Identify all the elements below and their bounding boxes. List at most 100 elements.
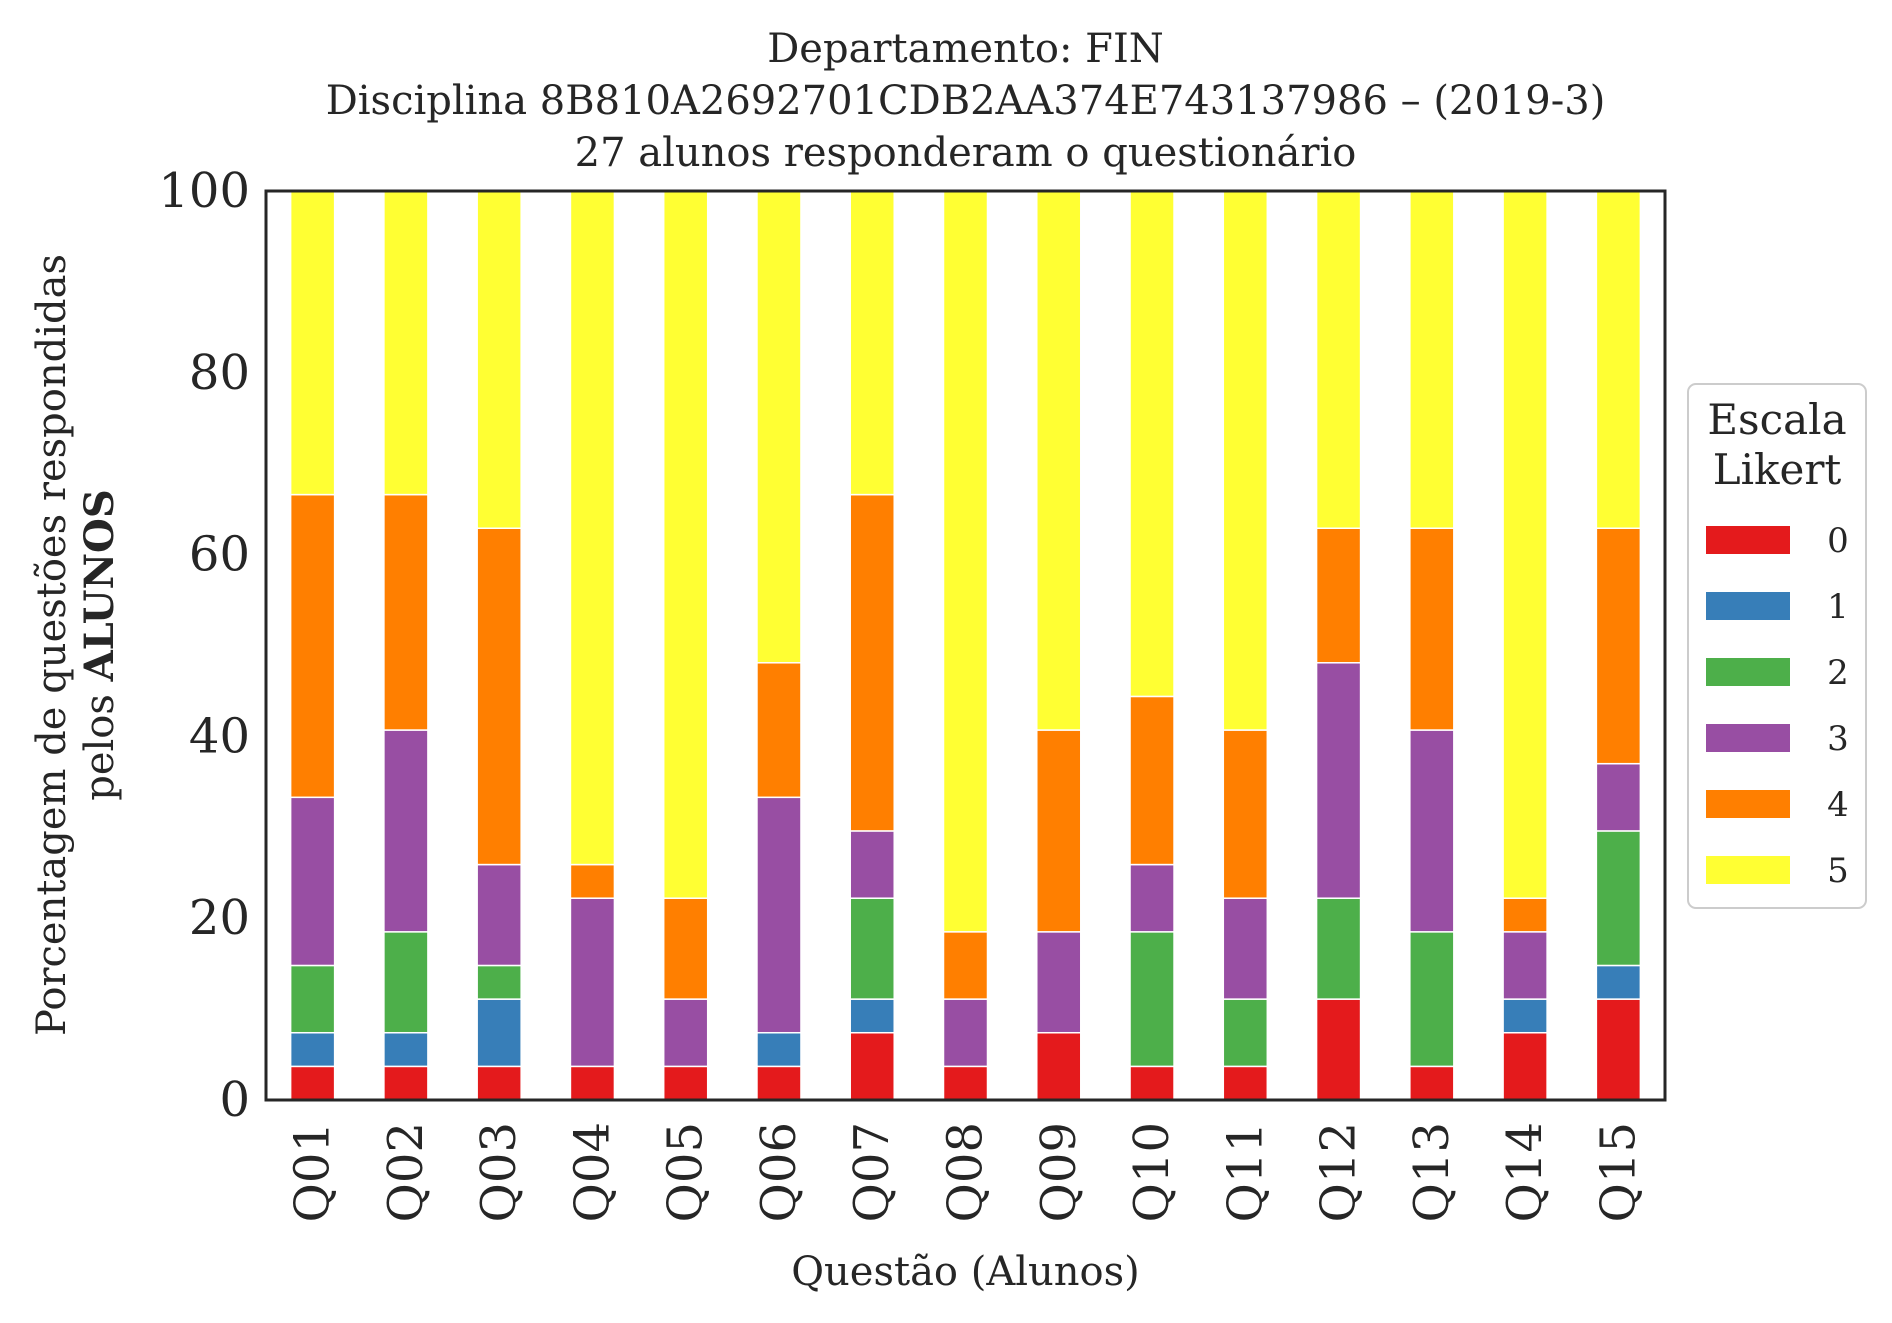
- bar-Q15-likert-3: [1595, 762, 1642, 832]
- legend-swatch-0: [1706, 526, 1790, 554]
- legend-label-4: 4: [1827, 785, 1849, 825]
- legend-title-line-1: Escala: [1707, 395, 1846, 444]
- bar-Q15-likert-2: [1595, 830, 1642, 967]
- y-tick-label-80: 80: [189, 345, 250, 401]
- bar-Q14-likert-0: [1502, 1031, 1548, 1101]
- legend-swatch-3: [1706, 724, 1790, 752]
- legend-swatch-2: [1706, 658, 1790, 686]
- x-tick-label-Q01: Q01: [285, 1122, 341, 1222]
- bar-Q07-likert-2: [849, 897, 895, 1000]
- y-tick-label-0: 0: [219, 1072, 250, 1128]
- bar-Q12-likert-5: [1315, 190, 1362, 529]
- bar-Q12-likert-2: [1315, 897, 1362, 1000]
- bar-Q02-likert-1: [383, 1031, 429, 1068]
- y-tick-label-60: 60: [189, 527, 250, 583]
- legend-label-1: 1: [1827, 587, 1849, 627]
- bar-Q04-likert-4: [569, 863, 616, 899]
- bar-Q12-likert-3: [1315, 662, 1362, 899]
- bar-Q01-likert-3: [289, 796, 336, 967]
- bar-Q12-likert-4: [1315, 527, 1362, 664]
- bar-Q09-likert-0: [1036, 1031, 1082, 1101]
- legend-frame: [1687, 383, 1867, 909]
- bar-Q10-likert-5: [1129, 190, 1175, 698]
- bar-Q15-likert-4: [1595, 527, 1642, 765]
- bar-Q03-likert-3: [476, 863, 522, 967]
- bar-Q07-likert-4: [849, 493, 895, 832]
- legend-label-5: 5: [1827, 851, 1849, 891]
- bar-Q08-likert-4: [942, 931, 989, 1000]
- bar-Q15-likert-5: [1595, 190, 1642, 529]
- bar-Q10-likert-2: [1129, 931, 1175, 1068]
- bar-Q03-likert-1: [476, 998, 522, 1068]
- y-tick-label-100: 100: [158, 163, 250, 219]
- bar-Q06-likert-3: [756, 796, 802, 1034]
- bar-Q13-likert-5: [1409, 190, 1455, 529]
- bar-Q09-likert-5: [1036, 190, 1082, 731]
- bar-Q13-likert-2: [1409, 931, 1455, 1068]
- bar-Q04-likert-3: [569, 897, 616, 1068]
- bar-Q06-likert-0: [756, 1065, 802, 1101]
- bar-Q12-likert-0: [1315, 998, 1362, 1101]
- chart-title-line-2: Disciplina 8B810A2692701CDB2AA374E743137…: [326, 78, 1606, 124]
- bar-Q10-likert-3: [1129, 863, 1175, 933]
- x-tick-label-Q12: Q12: [1311, 1122, 1367, 1222]
- x-axis-ticks: Q01 Q02 Q03 Q04 Q05 Q06 Q07 Q08 Q09 Q10 Q11 Q12 Q13 Q…: [285, 1122, 1647, 1222]
- x-axis-label: Questão (Alunos): [791, 1249, 1140, 1295]
- bar-Q06-likert-4: [756, 662, 802, 799]
- y-axis-ticks: 0 20 40 60 80 100: [158, 163, 250, 1128]
- y-axis-label-line1: Porcentagem de questões respondidas: [29, 254, 75, 1036]
- bar-Q11-likert-0: [1222, 1065, 1269, 1101]
- bar-Q14-likert-4: [1502, 897, 1548, 933]
- bar-Q07-likert-0: [849, 1031, 895, 1101]
- bar-Q08-likert-5: [942, 190, 989, 933]
- bar-Q14-likert-3: [1502, 931, 1548, 1000]
- bar-Q06-likert-5: [756, 190, 802, 664]
- bar-Q13-likert-4: [1409, 527, 1455, 731]
- chart-title-line-3: 27 alunos responderam o questionário: [575, 130, 1357, 176]
- x-tick-label-Q10: Q10: [1124, 1122, 1180, 1222]
- x-tick-label-Q15: Q15: [1590, 1122, 1646, 1222]
- bar-Q09-likert-4: [1036, 729, 1082, 933]
- bar-Q11-likert-2: [1222, 998, 1269, 1068]
- bar-Q13-likert-0: [1409, 1065, 1455, 1101]
- legend-swatch-1: [1706, 592, 1790, 620]
- bar-Q02-likert-3: [383, 729, 429, 933]
- x-tick-label-Q05: Q05: [658, 1122, 714, 1222]
- x-tick-label-Q09: Q09: [1031, 1122, 1087, 1222]
- x-tick-label-Q06: Q06: [751, 1122, 807, 1222]
- x-tick-label-Q14: Q14: [1497, 1122, 1553, 1222]
- bar-Q06-likert-1: [756, 1031, 802, 1068]
- bar-Q02-likert-5: [383, 190, 429, 496]
- legend-label-3: 3: [1827, 719, 1849, 759]
- bar-Q05-likert-4: [662, 897, 709, 1000]
- bar-Q03-likert-4: [476, 527, 522, 866]
- x-tick-label-Q02: Q02: [378, 1122, 434, 1222]
- bar-Q14-likert-5: [1502, 190, 1548, 899]
- x-tick-label-Q03: Q03: [471, 1122, 527, 1222]
- bar-Q03-likert-0: [476, 1065, 522, 1101]
- x-tick-label-Q11: Q11: [1217, 1122, 1273, 1222]
- legend-swatch-4: [1706, 790, 1790, 818]
- y-tick-label-20: 20: [189, 890, 250, 946]
- bar-Q08-likert-0: [942, 1065, 989, 1101]
- x-tick-label-Q04: Q04: [564, 1122, 620, 1222]
- bar-Q03-likert-5: [476, 190, 522, 529]
- bar-Q02-likert-0: [383, 1065, 429, 1101]
- chart-title-line-1: Departamento: FIN: [767, 26, 1164, 72]
- bar-Q09-likert-3: [1036, 931, 1082, 1034]
- legend-title-line-2: Likert: [1713, 445, 1842, 494]
- bar-Q13-likert-3: [1409, 729, 1455, 933]
- bar-Q11-likert-3: [1222, 897, 1269, 1000]
- bar-Q02-likert-2: [383, 931, 429, 1034]
- x-tick-label-Q08: Q08: [938, 1122, 994, 1222]
- bar-Q01-likert-1: [289, 1031, 336, 1068]
- bars: [289, 190, 1642, 1101]
- y-tick-label-40: 40: [189, 708, 250, 764]
- legend-label-2: 2: [1827, 653, 1849, 693]
- plot-frame: [264, 189, 1667, 1102]
- bar-Q14-likert-1: [1502, 998, 1548, 1034]
- bar-Q10-likert-0: [1129, 1065, 1175, 1101]
- bar-Q03-likert-2: [476, 964, 522, 1000]
- bar-Q02-likert-4: [383, 493, 429, 731]
